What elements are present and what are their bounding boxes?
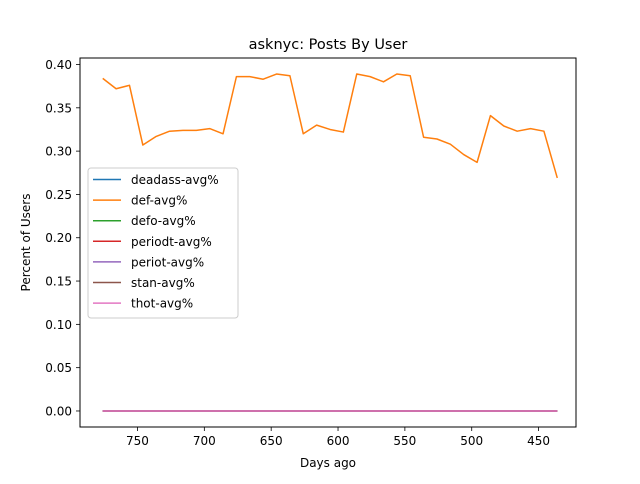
- y-tick-label: 0.00: [45, 404, 72, 418]
- y-tick-label: 0.10: [45, 318, 72, 332]
- legend-box: [87, 167, 239, 319]
- x-tick-label: 700: [193, 434, 216, 448]
- legend-label: periodt-avg%: [131, 235, 212, 249]
- legend-label: defo-avg%: [131, 214, 196, 228]
- x-tick-label: 750: [126, 434, 149, 448]
- x-tick-label: 600: [327, 434, 350, 448]
- x-tick-label: 650: [260, 434, 283, 448]
- series-layer: [102, 73, 559, 412]
- series-line-def-avg: [102, 73, 559, 179]
- y-tick-label: 0.30: [45, 145, 72, 159]
- y-tick-label: 0.40: [45, 58, 72, 72]
- y-tick-label: 0.25: [45, 188, 72, 202]
- legend-label: periot-avg%: [131, 255, 204, 269]
- y-tick-label: 0.35: [45, 101, 72, 115]
- x-tick-label: 500: [460, 434, 483, 448]
- y-axis: 0.00 0.05 0.10 0.15 0.20 0.25 0.30 0.35 0.40: [45, 58, 80, 418]
- legend-label: deadass-avg%: [131, 173, 219, 187]
- chart-title: asknyc: Posts By User: [249, 37, 408, 53]
- y-tick-label: 0.20: [45, 231, 72, 245]
- x-tick-label: 550: [393, 434, 416, 448]
- y-tick-label: 0.15: [45, 275, 72, 289]
- legend-label: thot-avg%: [131, 297, 193, 311]
- plot-frame: [79, 57, 577, 428]
- legend-label: stan-avg%: [131, 276, 195, 290]
- x-tick-label: 450: [527, 434, 550, 448]
- x-axis-label: Days ago: [300, 456, 356, 470]
- legend: deadass-avg% def-avg% defo-avg% periodt-avg…: [87, 167, 239, 319]
- x-axis: 750 700 650 600 550 500 450: [126, 427, 550, 448]
- y-axis-label: Percent of Users: [19, 194, 33, 292]
- legend-label: def-avg%: [131, 194, 187, 208]
- y-tick-label: 0.05: [45, 361, 72, 375]
